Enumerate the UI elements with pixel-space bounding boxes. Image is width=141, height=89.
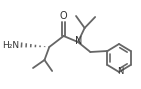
Text: N: N <box>117 67 123 77</box>
Text: O: O <box>60 11 67 21</box>
Text: H₂N: H₂N <box>3 40 20 49</box>
Text: N: N <box>75 36 83 46</box>
